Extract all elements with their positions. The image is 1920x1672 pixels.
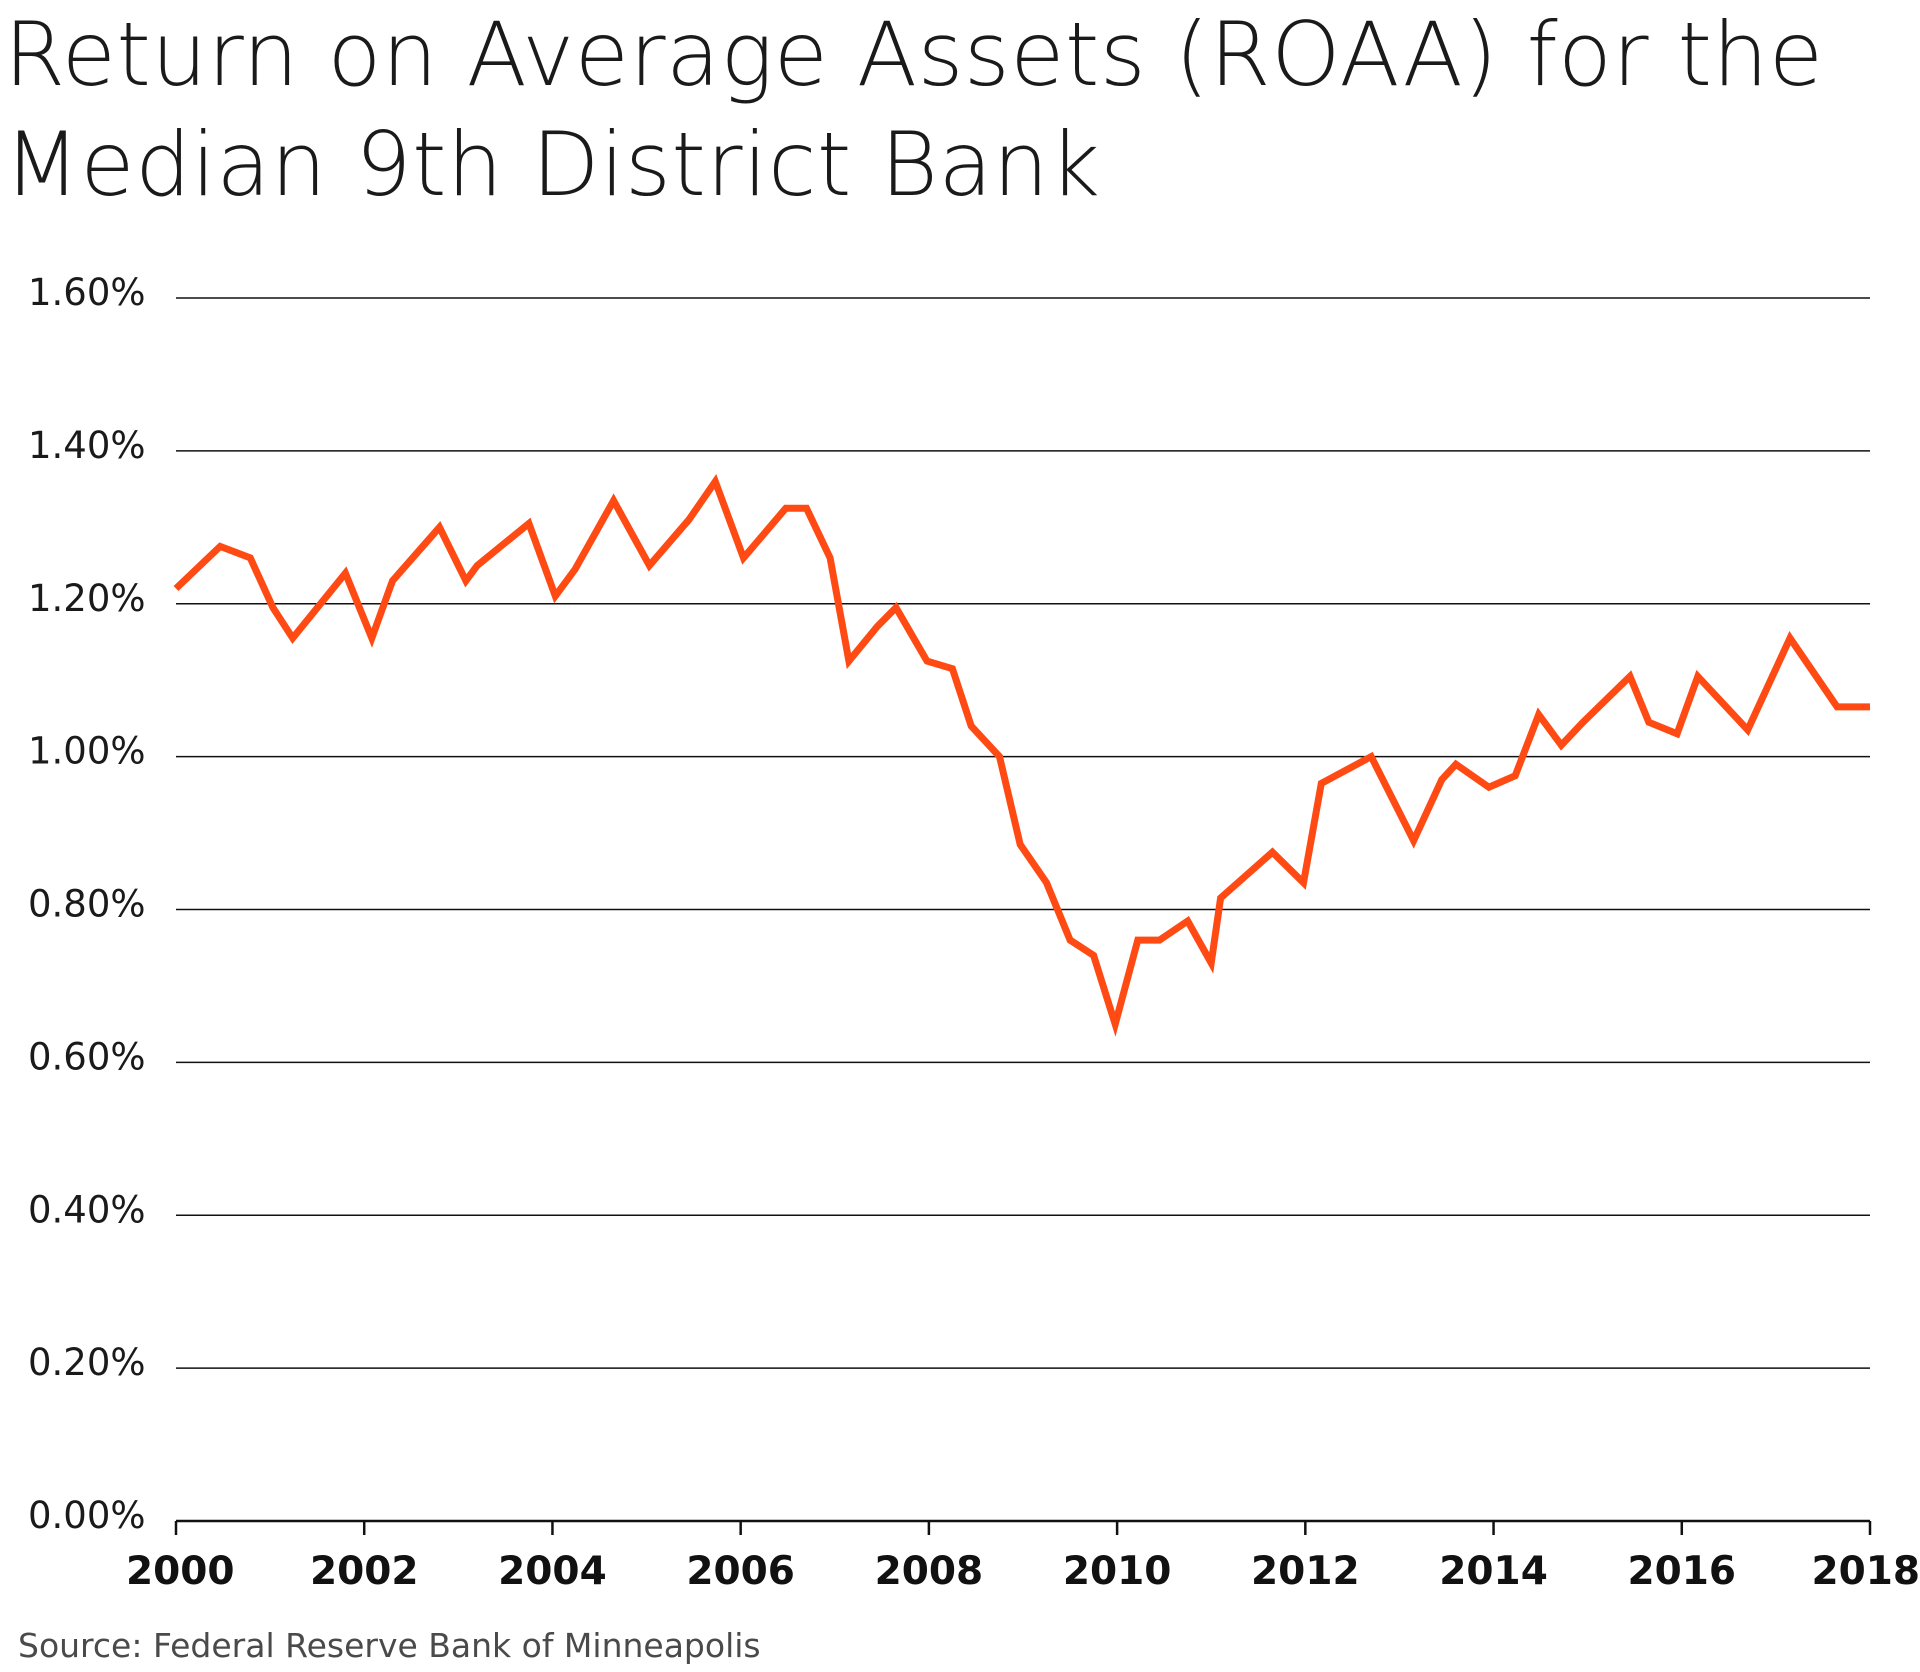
x-tick-label: 2004 bbox=[498, 1549, 607, 1594]
y-tick-label: 0.00% bbox=[28, 1494, 146, 1537]
x-tick-label: 2012 bbox=[1251, 1549, 1360, 1594]
y-tick-label: 1.60% bbox=[28, 271, 146, 314]
x-tick-label: 2010 bbox=[1063, 1549, 1172, 1594]
y-tick-label: 0.40% bbox=[28, 1188, 146, 1231]
chart-title: Return on Average Assets (ROAA) for the … bbox=[4, 0, 1904, 220]
gridlines bbox=[176, 297, 1870, 1369]
line-chart: 0.00% 0.20% 0.40% 0.60% 0.80% 1.00% 1.20% 1.40%… bbox=[28, 271, 1920, 1594]
x-tick-label: 2000 bbox=[126, 1549, 235, 1594]
series-line-roaa bbox=[173, 473, 1870, 1037]
chart-title-line-1: Return on Average Assets (ROAA) for the bbox=[4, 3, 1824, 106]
x-tick-label: 2016 bbox=[1628, 1549, 1737, 1594]
x-tick-label: 2006 bbox=[686, 1549, 795, 1594]
x-tick-label: 2008 bbox=[875, 1549, 984, 1594]
y-axis-tick-labels: 0.00% 0.20% 0.40% 0.60% 0.80% 1.00% 1.20% 1.40%… bbox=[28, 271, 146, 1537]
series-group bbox=[173, 473, 1870, 1037]
source-note: Source: Federal Reserve Bank of Minneapo… bbox=[18, 1626, 761, 1665]
x-axis: 2000 2002 2004 2006 2008 2010 2012 2014 2016 2018 bbox=[126, 1519, 1920, 1594]
y-tick-label: 0.60% bbox=[28, 1035, 146, 1078]
y-tick-label: 0.80% bbox=[28, 883, 146, 926]
y-tick-label: 1.40% bbox=[28, 424, 146, 467]
x-tick-label: 2014 bbox=[1439, 1549, 1548, 1594]
x-tick-label: 2002 bbox=[310, 1549, 419, 1594]
x-tick-label: 2018 bbox=[1811, 1549, 1920, 1594]
y-tick-label: 1.00% bbox=[28, 730, 146, 773]
y-tick-label: 0.20% bbox=[28, 1341, 146, 1384]
y-tick-label: 1.20% bbox=[28, 577, 146, 620]
chart-title-line-2: Median 9th District Bank bbox=[4, 113, 1101, 216]
